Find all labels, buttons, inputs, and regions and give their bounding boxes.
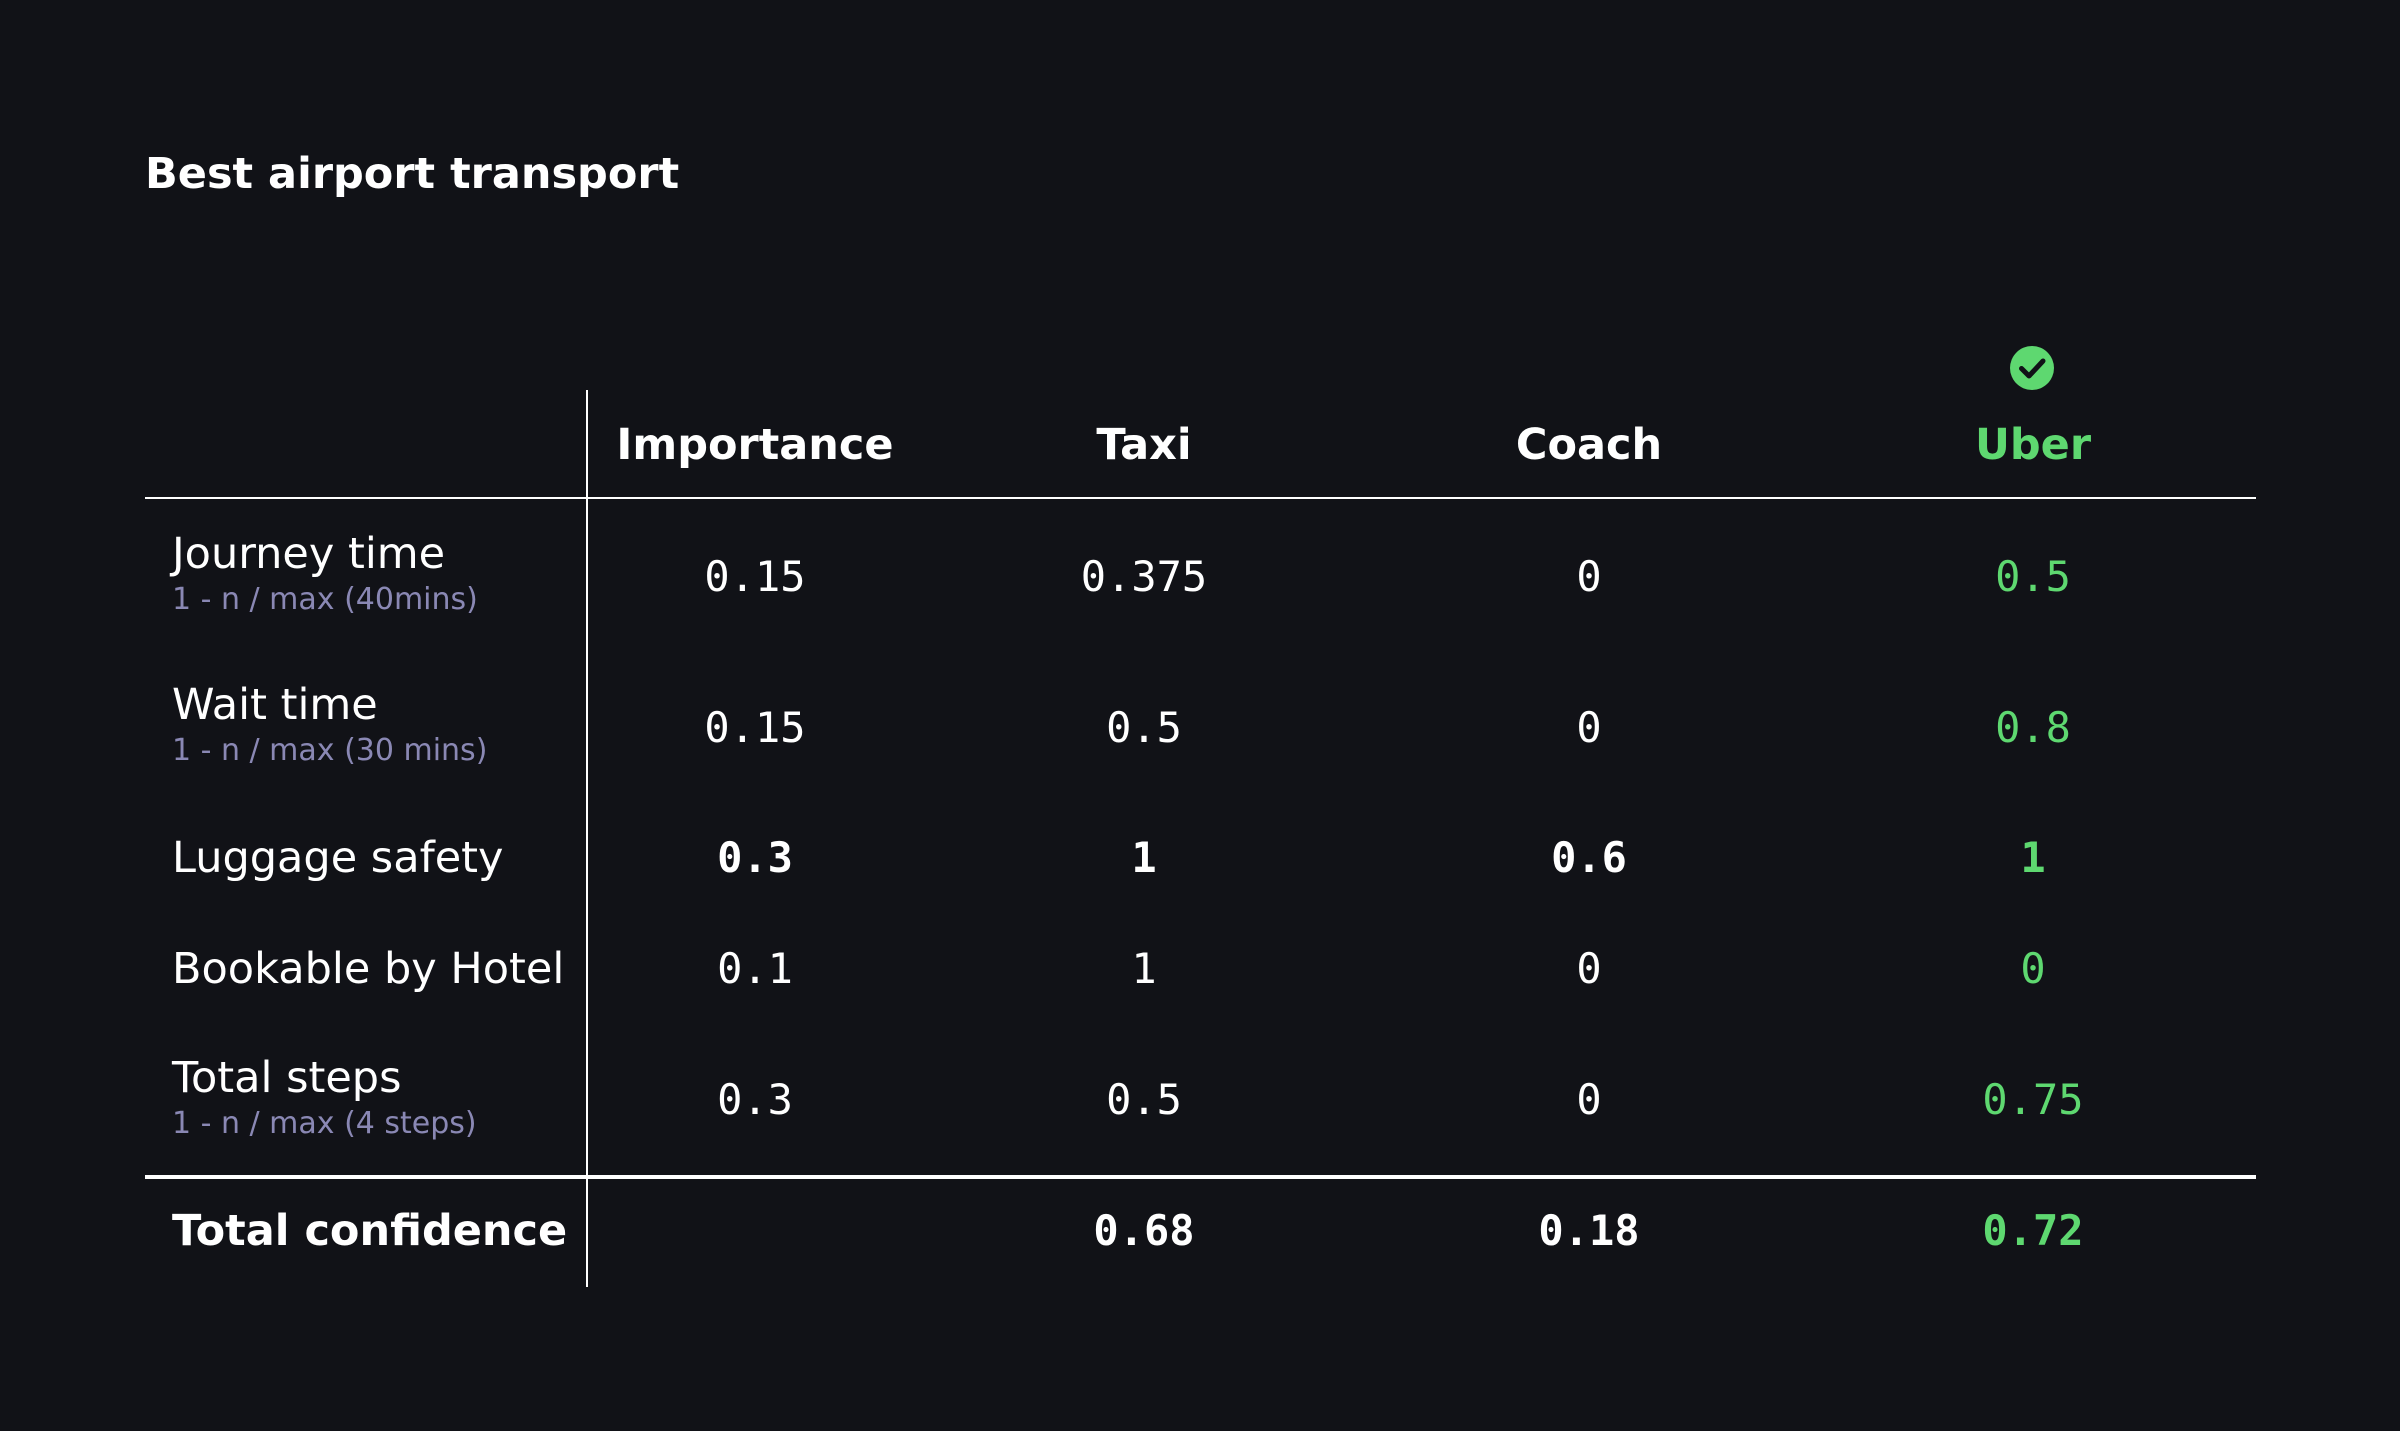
row-name: Luggage safety bbox=[172, 833, 504, 883]
cell-coach: 0 bbox=[1576, 552, 1602, 601]
cell-uber: 0.5 bbox=[1995, 552, 2071, 601]
row-label-luggage-safety: Luggage safety bbox=[172, 831, 503, 885]
cell-coach: 0 bbox=[1576, 944, 1602, 993]
cell-uber: 0.8 bbox=[1995, 703, 2071, 752]
cell-taxi: 0.375 bbox=[1080, 552, 1208, 601]
page-title: Best airport transport bbox=[145, 149, 680, 199]
row-label-wait-time: Wait time 1 - n / max (30 mins) bbox=[172, 678, 487, 770]
row-name: Journey time bbox=[172, 529, 446, 579]
cell-coach: 0 bbox=[1576, 1075, 1602, 1124]
cell-uber: 0.75 bbox=[1982, 1075, 2084, 1124]
cell-uber: 0 bbox=[2020, 944, 2046, 993]
column-header-importance: Importance bbox=[616, 420, 894, 470]
total-confidence-label: Total confidence bbox=[172, 1206, 568, 1256]
header-divider bbox=[145, 497, 2256, 499]
row-label-bookable-by-hotel: Bookable by Hotel bbox=[172, 942, 564, 996]
row-formula: 1 - n / max (40mins) bbox=[172, 582, 478, 617]
check-circle-icon bbox=[2010, 346, 2054, 390]
row-formula: 1 - n / max (4 steps) bbox=[172, 1106, 477, 1141]
column-header-coach: Coach bbox=[1515, 420, 1663, 470]
row-formula: 1 - n / max (30 mins) bbox=[172, 733, 488, 768]
cell-taxi: 0.5 bbox=[1106, 703, 1182, 752]
total-taxi: 0.68 bbox=[1093, 1206, 1195, 1255]
total-divider bbox=[145, 1175, 2256, 1179]
row-name: Total steps bbox=[172, 1053, 402, 1103]
cell-importance: 0.15 bbox=[704, 703, 806, 752]
cell-taxi: 0.5 bbox=[1106, 1075, 1182, 1124]
cell-uber: 1 bbox=[2020, 833, 2046, 882]
row-label-journey-time: Journey time 1 - n / max (40mins) bbox=[172, 527, 478, 619]
cell-importance: 0.3 bbox=[717, 833, 793, 882]
cell-importance: 0.15 bbox=[704, 552, 806, 601]
row-name: Bookable by Hotel bbox=[172, 944, 565, 994]
cell-coach: 0.6 bbox=[1551, 833, 1627, 882]
column-header-uber: Uber bbox=[1974, 420, 2092, 470]
cell-importance: 0.3 bbox=[717, 1075, 793, 1124]
row-name: Wait time bbox=[172, 680, 378, 730]
total-uber: 0.72 bbox=[1982, 1206, 2084, 1255]
row-label-total-steps: Total steps 1 - n / max (4 steps) bbox=[172, 1051, 477, 1143]
cell-importance: 0.1 bbox=[717, 944, 793, 993]
cell-taxi: 1 bbox=[1131, 944, 1157, 993]
cell-coach: 0 bbox=[1576, 703, 1602, 752]
column-header-taxi: Taxi bbox=[1096, 420, 1192, 470]
total-coach: 0.18 bbox=[1538, 1206, 1640, 1255]
cell-taxi: 1 bbox=[1131, 833, 1157, 882]
column-divider bbox=[586, 390, 588, 1287]
